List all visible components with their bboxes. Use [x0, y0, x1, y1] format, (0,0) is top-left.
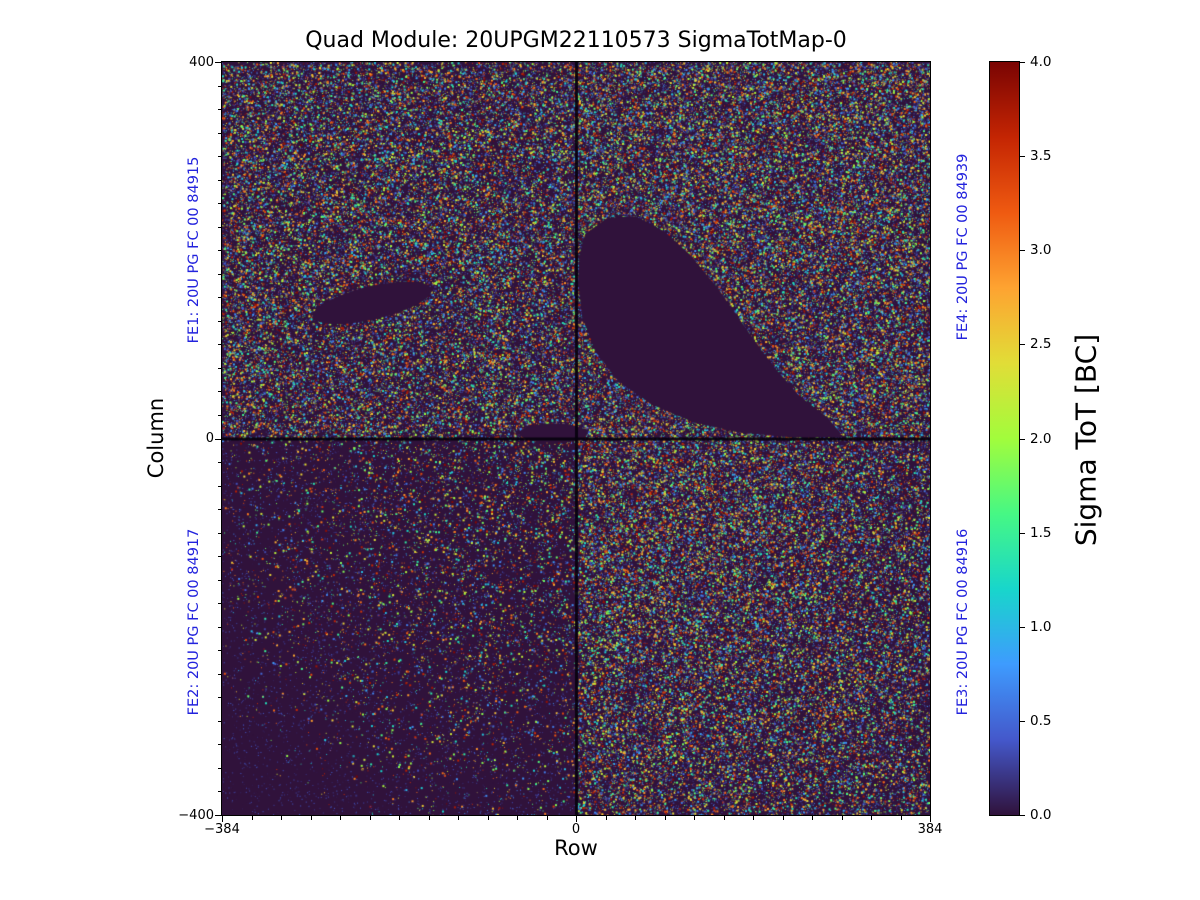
axis-tick — [217, 226, 221, 228]
axis-tick — [217, 532, 221, 534]
colorbar-tick-label: 1.0 — [1030, 618, 1052, 635]
axis-tick — [1020, 62, 1025, 63]
axis-tick — [399, 816, 400, 820]
axis-tick — [215, 62, 221, 63]
axis-tick — [900, 816, 902, 820]
axis-tick — [1020, 815, 1025, 816]
axis-tick — [812, 816, 813, 820]
axis-tick — [428, 816, 430, 820]
axis-tick — [217, 462, 221, 464]
axis-tick — [340, 816, 341, 820]
axis-tick — [217, 179, 221, 181]
fe4-label: FE4: 20U PG FC 00 84939 — [955, 153, 971, 341]
plot-area — [221, 61, 931, 816]
axis-tick — [217, 414, 221, 416]
fe1-label: FE1: 20U PG FC 00 84915 — [186, 156, 202, 344]
colorbar-tick-label: 2.5 — [1030, 336, 1052, 353]
colorbar-tick-label: 0.0 — [1030, 807, 1052, 823]
colorbar — [989, 61, 1020, 816]
axis-tick — [841, 816, 843, 820]
colorbar-tick-label: 0.5 — [1030, 712, 1052, 729]
y-tick-label: 0 — [205, 431, 214, 446]
axis-tick — [753, 816, 754, 820]
axis-tick — [215, 438, 221, 440]
colorbar-tick-label: 3.0 — [1030, 242, 1052, 259]
y-tick-label: 400 — [189, 55, 214, 70]
colorbar-tick-label: 1.5 — [1030, 524, 1052, 541]
axis-tick — [217, 697, 221, 699]
heatmap-canvas — [222, 62, 930, 815]
x-tick-label: −384 — [204, 822, 240, 837]
x-axis-label: Row — [554, 836, 598, 860]
axis-tick — [369, 816, 371, 820]
axis-tick — [217, 250, 221, 252]
y-tick-label: −400 — [178, 808, 214, 823]
axis-tick — [1020, 250, 1025, 252]
axis-tick — [458, 816, 459, 820]
axis-tick — [217, 203, 221, 205]
x-tick-label: 384 — [917, 822, 943, 837]
axis-tick — [930, 816, 931, 822]
axis-tick — [217, 367, 221, 369]
axis-tick — [217, 744, 221, 746]
axis-tick — [664, 816, 666, 820]
y-axis-label: Column — [144, 397, 168, 479]
x-tick-label: 0 — [571, 822, 581, 837]
axis-tick — [1020, 626, 1025, 628]
axis-tick — [217, 673, 221, 675]
chart-title: Quad Module: 20UPGM22110573 SigmaTotMap-… — [305, 28, 847, 53]
axis-tick — [217, 344, 221, 346]
axis-tick — [694, 816, 695, 820]
axis-tick — [222, 816, 223, 822]
axis-tick — [215, 815, 221, 816]
axis-tick — [217, 85, 221, 87]
axis-tick — [576, 816, 577, 822]
axis-tick — [782, 816, 784, 820]
axis-tick — [1020, 438, 1025, 440]
colorbar-tick-label: 4.0 — [1030, 54, 1052, 70]
axis-tick — [217, 320, 221, 322]
axis-tick — [217, 297, 221, 299]
axis-tick — [1020, 720, 1025, 722]
axis-tick — [217, 650, 221, 652]
axis-tick — [217, 509, 221, 511]
axis-tick — [281, 816, 282, 820]
axis-tick — [217, 603, 221, 605]
axis-tick — [1020, 156, 1025, 158]
axis-tick — [217, 109, 221, 111]
colorbar-label: Sigma ToT [BC] — [1069, 333, 1103, 547]
axis-tick — [217, 156, 221, 158]
axis-tick — [217, 720, 221, 722]
axis-tick — [217, 391, 221, 393]
axis-tick — [871, 816, 872, 820]
axis-tick — [217, 579, 221, 581]
axis-tick — [217, 556, 221, 558]
axis-tick — [546, 816, 548, 820]
axis-tick — [217, 626, 221, 628]
axis-tick — [217, 273, 221, 275]
axis-tick — [605, 816, 607, 820]
axis-tick — [310, 816, 312, 820]
axis-tick — [723, 816, 725, 820]
axis-tick — [1020, 532, 1025, 534]
colorbar-tick-label: 3.5 — [1030, 148, 1052, 165]
colorbar-tick-label: 2.0 — [1030, 430, 1052, 447]
fe3-label: FE3: 20U PG FC 00 84916 — [955, 528, 971, 716]
axis-tick — [217, 132, 221, 134]
fe2-label: FE2: 20U PG FC 00 84917 — [186, 528, 202, 716]
axis-tick — [517, 816, 518, 820]
axis-tick — [217, 791, 221, 793]
axis-tick — [217, 485, 221, 487]
axis-tick — [251, 816, 253, 820]
axis-tick — [217, 767, 221, 769]
axis-tick — [635, 816, 636, 820]
axis-tick — [1020, 344, 1025, 346]
axis-tick — [487, 816, 489, 820]
